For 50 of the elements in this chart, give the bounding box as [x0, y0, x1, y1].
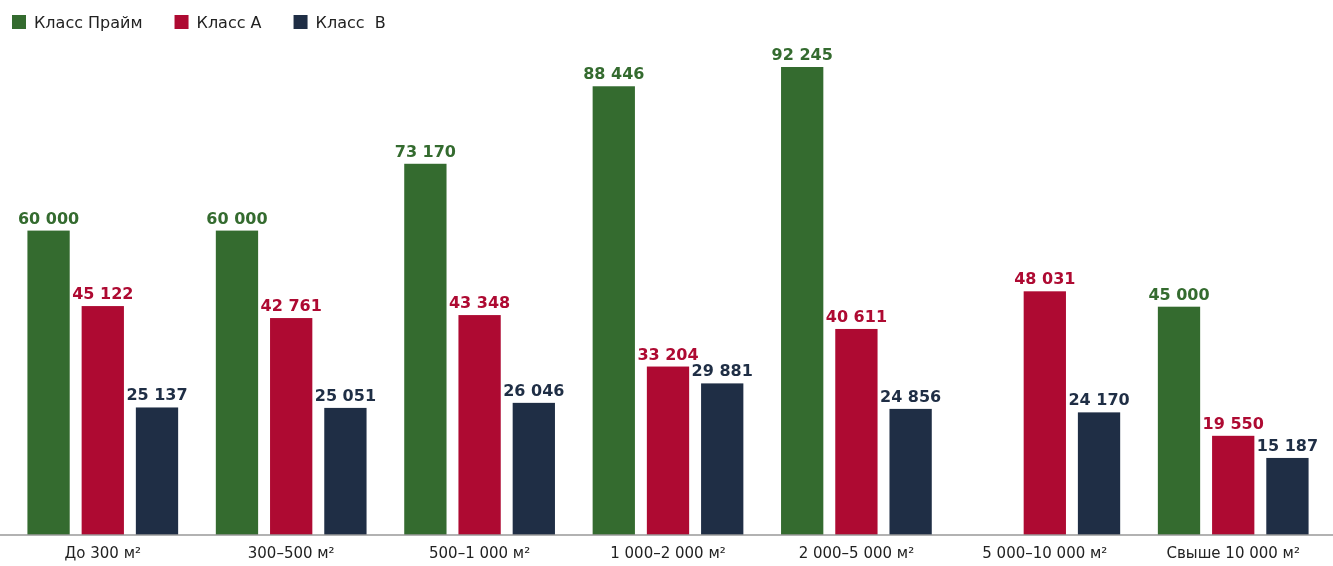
bar — [1157, 306, 1201, 535]
data-label: 60 000 — [206, 208, 268, 228]
data-label: 29 881 — [691, 361, 753, 381]
x-tick-label: 1 000–2 000 м² — [610, 543, 726, 562]
bar — [1023, 291, 1066, 535]
data-label: 43 348 — [448, 293, 511, 313]
bar — [1077, 412, 1121, 535]
bar — [889, 408, 932, 535]
bar — [458, 315, 501, 535]
bar — [270, 318, 313, 535]
bar — [324, 407, 367, 535]
data-label: 73 170 — [394, 141, 456, 161]
bar — [135, 407, 179, 535]
data-label: 33 204 — [637, 344, 699, 364]
x-tick-label: До 300 м² — [64, 543, 141, 562]
data-label: 48 031 — [1014, 269, 1076, 289]
bar — [512, 402, 555, 535]
data-label: 60 000 — [17, 208, 80, 228]
bar — [701, 383, 744, 535]
data-label: 19 550 — [1202, 413, 1264, 433]
bar — [215, 230, 259, 535]
data-label: 45 000 — [1148, 284, 1210, 304]
bar — [27, 230, 70, 535]
data-label: 40 611 — [825, 306, 888, 326]
data-label: 88 446 — [583, 64, 645, 84]
data-label: 25 051 — [314, 385, 377, 405]
legend-label: Класс А — [196, 13, 262, 32]
bar — [81, 306, 124, 535]
bar — [646, 366, 690, 535]
data-label: 92 245 — [771, 45, 833, 64]
x-tick-label: 500–1 000 м² — [429, 543, 531, 562]
data-label: 15 187 — [1256, 435, 1319, 455]
legend-label: Класс В — [315, 13, 386, 32]
data-label: 24 170 — [1068, 390, 1130, 410]
x-tick-label: 2 000–5 000 м² — [798, 543, 915, 562]
bar — [1266, 457, 1309, 535]
bar — [1212, 435, 1255, 535]
x-tick-label: Свыше 10 000 м² — [1166, 543, 1300, 562]
bar — [404, 163, 447, 535]
data-label: 25 137 — [126, 385, 188, 405]
data-label: 24 856 — [880, 386, 942, 406]
x-tick-label: 300–500 м² — [247, 543, 335, 562]
bar — [835, 328, 878, 535]
data-label: 42 761 — [260, 296, 322, 316]
x-tick-label: 5 000–10 000 м² — [982, 543, 1108, 562]
bar — [592, 86, 635, 535]
legend-label: Класс Прайм — [34, 13, 143, 32]
data-label: 26 046 — [503, 380, 565, 400]
bar — [781, 67, 824, 535]
data-label: 45 122 — [72, 284, 134, 304]
